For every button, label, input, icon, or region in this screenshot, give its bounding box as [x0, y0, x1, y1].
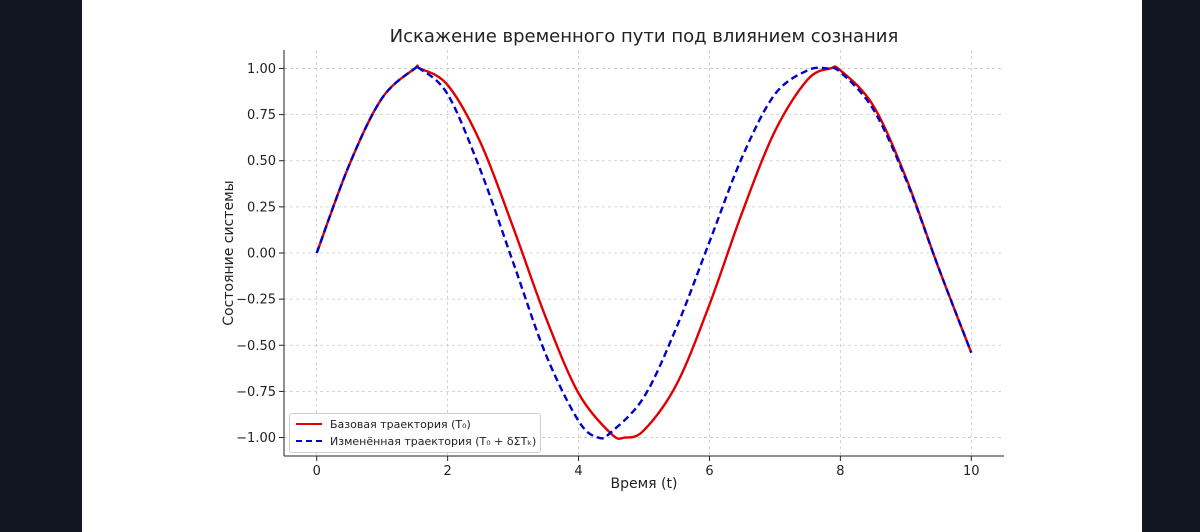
y-tick-label: −0.25 [236, 293, 276, 308]
axes-layer: 0 2 4 6 8 10 1.00 0.75 0.50 0.25 0.00 −0.25 −0.50 −0.… [236, 50, 1004, 479]
x-tick-label: 6 [705, 464, 713, 479]
y-tick-label: 0.75 [247, 108, 276, 123]
x-tick-label: 4 [574, 464, 582, 479]
series-layer [315, 63, 973, 440]
chart-canvas [82, 0, 1142, 532]
series-line-modified [315, 63, 973, 440]
x-axis-label: Время (t) [610, 476, 678, 492]
y-tick-label: −0.75 [236, 385, 276, 400]
y-tick-label: −1.00 [236, 431, 276, 446]
grid-layer [284, 50, 1004, 456]
chart-title: Искажение временного пути под влиянием с… [389, 26, 899, 47]
legend-swatch-modified [296, 440, 322, 442]
legend: Базовая траектория (T₀) Изменённая траек… [289, 413, 541, 453]
x-tick-label: 8 [836, 464, 844, 479]
y-tick-label: 0.50 [247, 154, 276, 169]
legend-swatch-base [296, 423, 322, 425]
series-line-base [315, 64, 973, 440]
legend-label-modified: Изменённая траектория (T₀ + δΣTₖ) [330, 434, 537, 448]
legend-item-modified: Изменённая траектория (T₀ + δΣTₖ) [296, 433, 536, 449]
legend-item-base: Базовая траектория (T₀) [296, 416, 471, 432]
y-tick-label: 0.25 [247, 200, 276, 215]
x-tick-label: 2 [443, 464, 451, 479]
x-tick-label: 10 [963, 464, 980, 479]
y-axis-label: Состояние системы [221, 180, 237, 326]
y-tick-label: −0.50 [236, 339, 276, 354]
y-tick-label: 1.00 [247, 62, 276, 77]
legend-label-base: Базовая траектория (T₀) [330, 417, 471, 431]
x-tick-label: 0 [313, 464, 321, 479]
y-tick-label: 0.00 [247, 247, 276, 262]
